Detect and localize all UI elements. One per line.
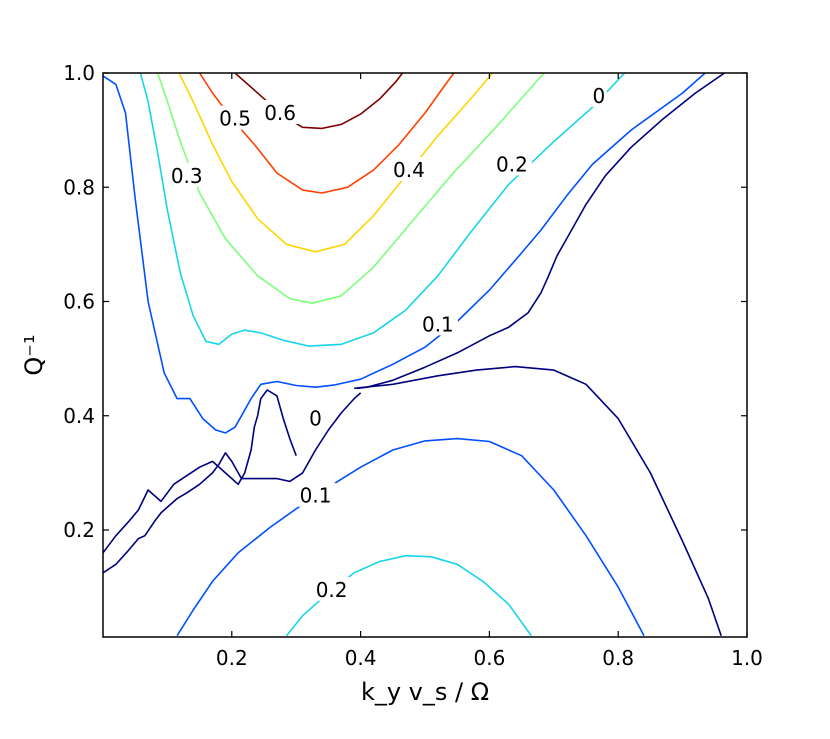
contour-label-bg — [166, 162, 207, 187]
contour-label: 0.2 — [316, 578, 348, 602]
y-tick-label: 0.2 — [63, 518, 95, 542]
contour-line-0-1-10 — [176, 437, 645, 637]
contour-label: 0.2 — [496, 152, 528, 176]
contour-line-0-8 — [103, 392, 362, 574]
y-axis: 0.2 0.4 0.6 0.8 1.0 — [63, 61, 747, 542]
x-tick-label: 0.8 — [602, 646, 634, 670]
x-axis-label: k_y v_s / Ω — [361, 678, 489, 706]
y-tick-label: 1.0 — [63, 61, 95, 85]
x-tick-label: 1.0 — [731, 646, 763, 670]
contour-label-bg — [260, 99, 301, 124]
x-tick-label: 0.2 — [216, 646, 248, 670]
contour-label: 0.1 — [300, 484, 332, 508]
contour-line-0-6 — [354, 365, 722, 636]
plot-frame — [102, 72, 748, 638]
contour-label-bg — [295, 482, 336, 507]
contour-label: 0.1 — [422, 312, 454, 336]
contour-label-bg — [215, 105, 256, 130]
contour-line-0-7 — [357, 73, 725, 390]
contour-label: 0 — [309, 407, 322, 431]
y-tick-label: 0.8 — [63, 175, 95, 199]
contour-label-bg — [491, 151, 532, 176]
contour-label-bg — [590, 82, 607, 107]
y-axis-label: Q⁻¹ — [20, 334, 48, 375]
contour-label-bg — [311, 576, 352, 601]
contour-line-0-2-5 — [103, 73, 706, 434]
contour-label: 0.5 — [219, 107, 251, 131]
contour-line-0-9 — [103, 389, 297, 554]
contour-label: 0.6 — [264, 101, 296, 125]
y-tick-label: 0.4 — [63, 404, 95, 428]
y-tick-label: 0.6 — [63, 290, 95, 314]
contour-label-bg — [388, 157, 429, 182]
contour-labels: 0.6 0.5 0.4 0.3 0.2 0.1 0 0 0.1 0.2 — [166, 82, 607, 602]
x-tick-label: 0.4 — [345, 646, 377, 670]
x-tick-label: 0.6 — [473, 646, 505, 670]
contour-label-bg — [417, 311, 458, 336]
contour-label: 0 — [593, 84, 606, 108]
contour-line-0-35-3 — [156, 73, 545, 304]
contour-line-0-3-4 — [139, 73, 626, 347]
contour-label-bg — [307, 405, 324, 430]
contour-label: 0.3 — [171, 164, 203, 188]
contour-line-0-4-2 — [178, 73, 494, 253]
contour-label: 0.4 — [393, 158, 425, 182]
x-axis: 0.2 0.4 0.6 0.8 1.0 — [216, 73, 763, 670]
